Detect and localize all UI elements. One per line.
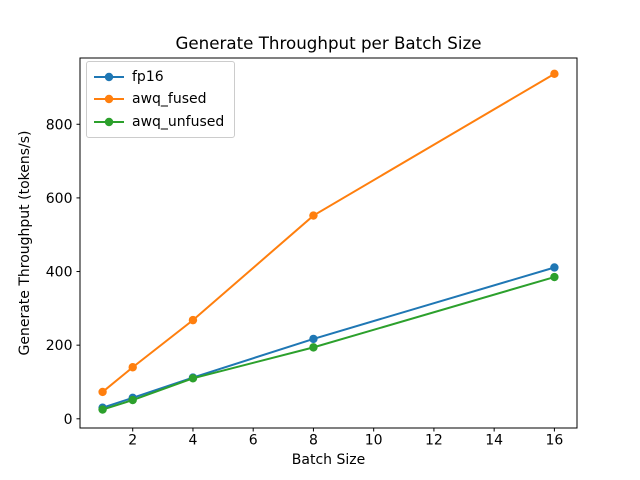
data-point-fp16 — [550, 263, 559, 272]
x-tick-label: 2 — [128, 433, 137, 449]
y-axis-label: Generate Throughput (tokens/s) — [17, 130, 33, 356]
data-point-awq_fused — [98, 387, 107, 397]
x-tick-label: 6 — [249, 433, 258, 449]
data-point-awq_unfused — [309, 343, 318, 352]
legend-marker-fp16 — [94, 72, 124, 82]
y-tick-label: 800 — [46, 117, 73, 133]
legend-item-awq_fused: awq_fused — [93, 88, 224, 110]
series-line-awq_unfused — [102, 276, 555, 411]
x-tick-label: 12 — [425, 433, 443, 449]
data-point-awq_fused — [128, 363, 137, 372]
x-tick-label: 8 — [309, 433, 318, 449]
legend-label: fp16 — [132, 69, 164, 86]
legend-label: awq_unfused — [132, 113, 225, 130]
data-point-fp16 — [309, 334, 318, 344]
x-tick-label: 16 — [545, 433, 563, 449]
data-point-awq_unfused — [550, 272, 559, 282]
y-tick-label: 600 — [46, 191, 73, 207]
x-tick-label: 14 — [485, 433, 503, 449]
legend-marker-awq_unfused — [94, 117, 124, 126]
data-point-awq_unfused — [128, 395, 137, 405]
legend: fp16 awq_fused awq_unfused — [86, 61, 236, 138]
plot-border — [79, 57, 578, 429]
data-point-awq_fused — [309, 211, 318, 220]
y-tick-label: 200 — [46, 338, 73, 354]
legend-marker-awq_fused — [94, 95, 124, 104]
data-point-awq_fused — [188, 315, 198, 325]
data-point-awq_fused — [550, 69, 559, 79]
x-tick-label: 4 — [188, 433, 197, 449]
legend-item-awq_unfused: awq_unfused — [93, 111, 224, 133]
data-point-awq_unfused — [188, 374, 198, 383]
legend-label: awq_fused — [132, 91, 207, 108]
data-point-awq_unfused — [98, 405, 107, 414]
x-axis-label: Batch Size — [291, 452, 366, 468]
x-tick-label: 10 — [365, 433, 383, 449]
legend-item-fp16: fp16 — [93, 66, 224, 88]
y-tick-label: 400 — [46, 265, 73, 281]
chart-title: Generate Throughput per Batch Size — [175, 33, 482, 53]
y-tick-label: 0 — [64, 412, 73, 428]
